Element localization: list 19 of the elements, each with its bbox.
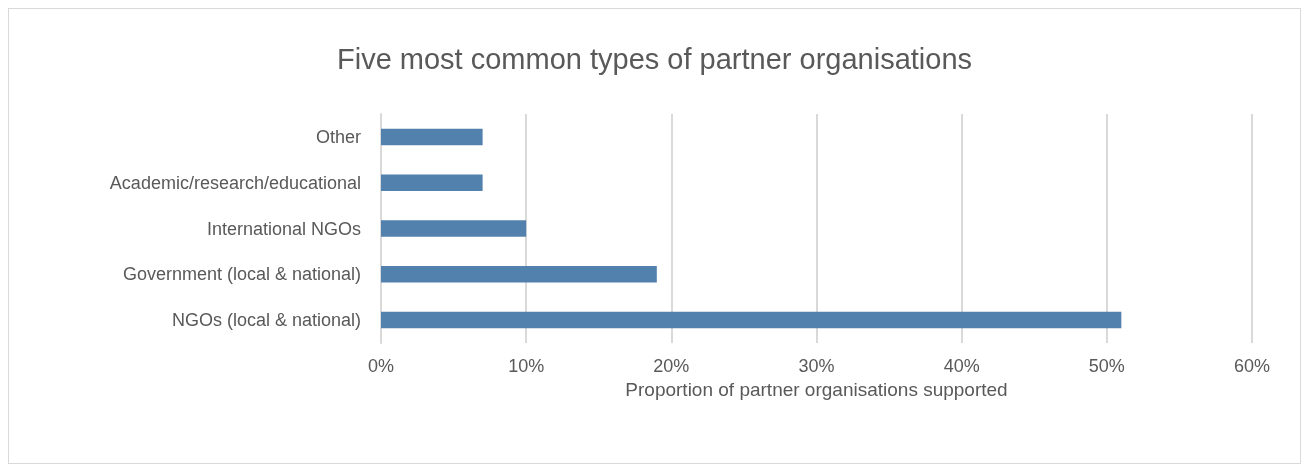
x-axis-title: Proportion of partner organisations supported [625,378,1008,400]
bar [381,174,483,191]
x-tick-label: 10% [508,356,545,376]
y-tick-label: Other [315,126,361,147]
chart-title: Five most common types of partner organisations [336,42,973,75]
y-tick-label: International NGOs [206,218,361,239]
y-tick-label: Academic/research/educational [109,172,361,193]
x-tick-label: 60% [1233,356,1271,376]
x-tick-label: 0% [367,356,395,376]
x-tick-label: 30% [798,356,835,376]
x-tick-label: 50% [1088,356,1125,376]
x-tick-label: 20% [653,356,690,376]
bar [381,266,657,283]
y-tick-label: NGOs (local & national) [171,310,361,331]
x-tick-label: 40% [943,356,980,376]
bar [381,128,483,146]
bar [381,311,1122,329]
bar [381,220,527,237]
y-tick-label: Government (local & national) [122,264,361,285]
